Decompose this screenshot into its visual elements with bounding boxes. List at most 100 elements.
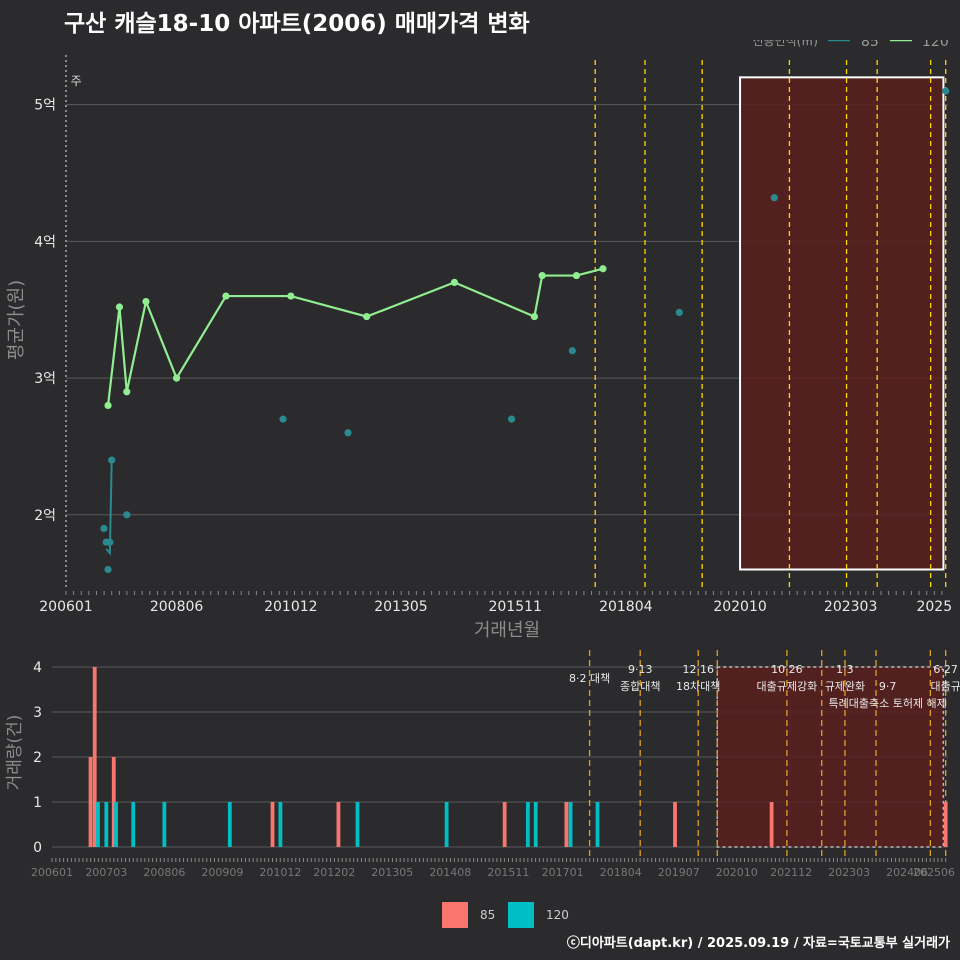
bar-85 bbox=[769, 802, 774, 847]
series-85-line bbox=[105, 460, 113, 556]
series-85-point bbox=[675, 308, 683, 317]
series-120-point bbox=[572, 271, 581, 280]
bar-120 bbox=[114, 802, 118, 847]
x-tick-label: 200806 bbox=[143, 866, 185, 879]
legend-label-120: 120 bbox=[546, 908, 569, 922]
x-tick-label: 200909 bbox=[201, 866, 243, 879]
policy-label: 6·27 대출규 bbox=[930, 663, 960, 693]
policy-label-line: 6·27 bbox=[933, 663, 958, 676]
series-85-point bbox=[344, 429, 352, 437]
y-axis-title: 평균가(원) bbox=[6, 280, 27, 360]
price-legend: 전용면적(㎡) 85 120 bbox=[752, 40, 949, 50]
x-tick-label: 200601 bbox=[31, 866, 73, 879]
series-120-point bbox=[363, 312, 371, 321]
bar-120 bbox=[595, 802, 600, 847]
series-85-point bbox=[279, 415, 287, 423]
policy-label: 1·3 규제완화 bbox=[825, 663, 865, 693]
x-tick-label: 202506 bbox=[913, 866, 955, 879]
bar-85 bbox=[92, 667, 97, 847]
series-120-point bbox=[104, 401, 112, 410]
legend-swatch-85 bbox=[442, 902, 468, 928]
bar-85 bbox=[270, 802, 275, 847]
policy-label-line: 10·26 bbox=[771, 663, 803, 676]
policy-label-line: 18차대책 bbox=[676, 680, 720, 693]
series-120-point bbox=[115, 303, 124, 311]
series-120-point bbox=[287, 292, 295, 300]
x-tick-label: 202010 bbox=[713, 599, 766, 615]
policy-label: 12·16 18차대책 bbox=[676, 663, 720, 693]
bar-120 bbox=[227, 802, 232, 847]
x-tick-label: 201305 bbox=[374, 599, 427, 615]
y-tick-label: 2 bbox=[33, 750, 42, 766]
footer-credit: ⓒ디아파트(dapt.kr) / 2025.09.19 / 자료=국토교통부 실… bbox=[566, 936, 950, 951]
bar-120 bbox=[96, 802, 100, 847]
policy-label-line: 규제완화 bbox=[825, 680, 865, 693]
bar-120 bbox=[131, 802, 136, 847]
y-tick-label: 4억 bbox=[34, 234, 56, 250]
series-85-point bbox=[108, 456, 116, 464]
x-tick-label: 200601 bbox=[39, 599, 92, 615]
bar-85 bbox=[502, 802, 507, 847]
series-120-point bbox=[538, 271, 546, 280]
bar-120 bbox=[533, 802, 538, 847]
bar-85 bbox=[673, 802, 677, 847]
x-axis-title: 거래년월 bbox=[474, 620, 540, 640]
legend-label-85: 85 bbox=[480, 908, 496, 922]
y-tick-label: 5억 bbox=[34, 98, 56, 114]
x-tick-label: 201701 bbox=[542, 866, 584, 879]
highlight-box bbox=[739, 76, 945, 571]
policy-label-line: 8·2 대책 bbox=[569, 672, 610, 685]
bar-120 bbox=[278, 802, 283, 847]
x-tick-label: 201012 bbox=[264, 599, 317, 615]
x-tick-label: 201511 bbox=[488, 599, 541, 615]
policy-label: 10·26 대출규제강화 bbox=[757, 663, 818, 693]
y-tick-label: 0 bbox=[33, 840, 42, 856]
x-tick-label: 200806 bbox=[150, 599, 204, 615]
x-tick-label: 202406 bbox=[886, 866, 928, 879]
x-tick-label: 201012 bbox=[259, 866, 301, 879]
policy-label-line: 12·16 bbox=[682, 663, 714, 676]
legend-label-120: 120 bbox=[922, 40, 949, 50]
series-85-point bbox=[507, 415, 516, 423]
x-tick-label: 201202 bbox=[313, 866, 355, 879]
y-tick-label: 2억 bbox=[34, 508, 56, 524]
series-120-point bbox=[123, 388, 131, 396]
bottom-legend: 85 120 bbox=[0, 900, 960, 930]
bar-120 bbox=[355, 802, 360, 847]
x-tick-label: 200703 bbox=[85, 866, 127, 879]
series-120-line bbox=[106, 267, 604, 406]
bar-120 bbox=[162, 802, 167, 847]
x-tick-label: 202303 bbox=[828, 866, 870, 879]
policy-label-line: 9·7 bbox=[879, 680, 897, 693]
x-tick-label: 201305 bbox=[371, 866, 413, 879]
bar-85 bbox=[943, 802, 948, 847]
x-tick-label: 201511 bbox=[487, 866, 529, 879]
bar-85 bbox=[336, 802, 341, 847]
series-85-point bbox=[106, 538, 114, 546]
legend-label-85: 85 bbox=[861, 40, 879, 50]
x-tick-label: 201907 bbox=[658, 866, 700, 879]
policy-label: 9·13 종합대책 bbox=[620, 663, 660, 693]
page-title: 구산 캐슬18-10 아파트(2006) 매매가격 변화 bbox=[64, 11, 530, 37]
y-tick-label: 1 bbox=[33, 795, 42, 811]
x-tick-label: 202010 bbox=[716, 866, 758, 879]
x-tick-label: 2025 bbox=[916, 599, 952, 615]
policy-label: 8·2 대책 bbox=[569, 672, 610, 685]
x-tick-label: 201804 bbox=[600, 866, 642, 879]
series-120-point bbox=[172, 374, 181, 382]
x-tick-label: 201408 bbox=[429, 866, 471, 879]
bar-85 bbox=[88, 757, 93, 847]
series-85-point bbox=[104, 565, 112, 574]
series-85-point bbox=[770, 194, 778, 202]
bar-120 bbox=[444, 802, 449, 847]
series-120-point bbox=[222, 292, 230, 300]
series-120-point bbox=[530, 312, 539, 321]
policy-label-line: 특례대출축소 토허제 해제 bbox=[828, 696, 946, 710]
highlight-box bbox=[716, 666, 945, 848]
annotation-label: 주 bbox=[71, 74, 82, 88]
policy-label-line: 9·13 bbox=[628, 663, 653, 676]
legend-title: 전용면적(㎡) bbox=[752, 40, 818, 48]
y-tick-label: 4 bbox=[33, 660, 42, 676]
bar-85 bbox=[564, 802, 569, 847]
bar-85 bbox=[111, 757, 116, 847]
